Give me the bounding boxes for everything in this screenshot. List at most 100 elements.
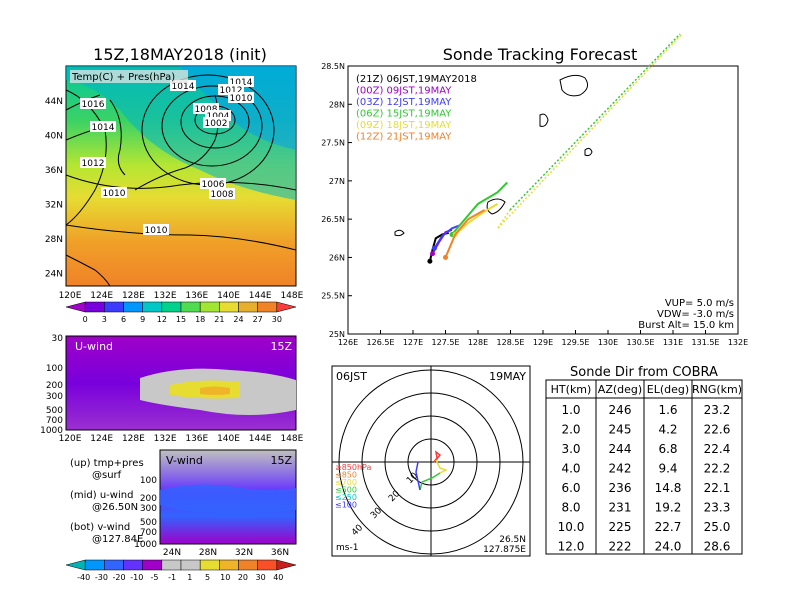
chart-x-tick: 129.5E [562,338,590,347]
map-lon-tick: 136E [185,291,208,301]
polar-unit: ms-1 [336,543,358,553]
svg-text:1010: 1010 [145,226,168,236]
map-lon-tick: 124E [90,291,113,301]
chart-x-tick: 129E [533,338,553,347]
hodo-segment-mid [435,459,448,474]
wind-colorbar-cell [276,559,297,571]
map-lat-tick: 44N [45,97,63,107]
chart-x-tick: 130E [598,338,618,347]
isobar-label: 1012 [80,157,106,169]
table-cell: 25.0 [704,520,731,534]
table-cell: 22.1 [704,481,731,495]
chart-y-tick: 28.5N [321,62,345,71]
chart-x-tick: 126E [338,338,358,347]
level-legend-entry: ≤500 [335,486,357,495]
polar-time: 06JST [336,370,367,383]
chart-y-ticks: 28.5N 28N 27.5N 27N 26.5N 26N 25.5N 25N [321,62,352,339]
uwind-label: U-wind [75,340,113,353]
uwind-x-tick: 148E [280,434,303,444]
hodo-segment-top [415,461,421,491]
polar-lat: 26.5N [499,535,526,545]
hodo-segment-low [433,450,442,463]
table-cell: 231 [609,501,632,515]
table-cell: 6.8 [658,442,677,456]
param-burst: Burst Alt= 15.0 km [638,320,734,331]
table-header: HT(km) [551,383,592,396]
colorbar-tick: 9 [140,315,145,324]
colorbar-cell [142,301,163,313]
colorbar-cell [257,301,278,313]
table-cell: 244 [609,442,632,456]
vwind-negative-region [160,484,296,514]
uwind-y-tick: 200 [46,381,63,391]
uwind-core [200,386,230,395]
note-mid-level: @26.50N [92,502,138,513]
chart-y-tick: 27N [329,177,345,186]
table-cells: HT(km) AZ(deg) EL(deg) RNG(km) 1.0 246 1.6 23.2… [551,383,742,554]
track-line [451,181,508,236]
track-line [433,224,461,249]
track-line [454,202,499,236]
table-cell: 24.0 [655,540,682,554]
level-legend-entry: ≤250 [335,493,357,502]
wind-colorbar: -40 -30 -20 -10 -5 -1 1 5 10 20 30 40 [65,559,297,582]
sonde-tracking-chart: Sonde Tracking Forecast 126E 126.5E 127E 12… [321,33,748,347]
wind-colorbar-tick: -5 [150,573,158,582]
table-cell: 28.6 [704,540,731,554]
vwind-time: 15Z [270,454,292,467]
colorbar-cell [276,301,297,313]
uwind-x-tick: 120E [59,434,82,444]
chart-x-tick: 127E [403,338,423,347]
svg-text:1008: 1008 [211,190,234,200]
wind-colorbar-tick: 1 [187,573,192,582]
legend-entry: (00Z) 09JST,19MAY [356,86,452,97]
chart-x-tick: 130.5E [627,338,655,347]
colorbar-tick: 15 [176,315,186,324]
korea-coast [109,99,126,176]
svg-text:1016: 1016 [82,100,105,110]
svg-text:1014: 1014 [92,123,115,133]
legend-entry: (06Z) 15JST,19MAY [356,109,452,120]
map-lon-tick: 128E [122,291,145,301]
hodo-segment-upper [419,472,441,491]
chart-y-tick: 28N [329,100,345,109]
colorbar-cell [180,301,201,313]
legend-entry: (09Z) 18JST,19MAY [356,120,452,131]
uwind-y-tick: 700 [46,416,63,426]
chart-x-tick: 128.5E [497,338,525,347]
map-lon-tick: 148E [280,291,303,301]
chart-legend: (21Z) 06JST,19MAY2018(00Z) 09JST,19MAY(0… [356,74,477,143]
vwind-y-tick: 100 [140,476,157,486]
polar-lon: 127.875E [483,545,526,555]
table-cell: 22.7 [655,520,682,534]
uwind-x-tick: 140E [217,434,240,444]
table-cell: 3.0 [561,442,580,456]
polar-wind-panel: 10 20 30 40 06JST 19MAY ≥850hPa≤850≤700≤… [331,365,531,557]
chart-y-tick: 26N [329,253,345,262]
chart-y-tick: 26.5N [321,215,345,224]
uwind-y-tick: 300 [46,392,63,402]
legend-entry: (21Z) 06JST,19MAY2018 [356,74,477,85]
table-cell: 19.2 [655,501,682,515]
colorbar-tick: 12 [157,315,167,324]
legend-entry: (03Z) 12JST,19MAY [356,97,452,108]
chart-x-tick: 132E [728,338,748,347]
colorbar-tick: 3 [102,315,107,324]
sonde-direction-table: Sonde Dir from COBRA HT(km) AZ(deg) EL(deg… [545,365,743,555]
svg-text:1014: 1014 [172,82,195,92]
colorbar-cell [65,301,86,313]
isobars [65,74,297,251]
colorbar-cell [238,301,258,313]
note-up-level: @surf [92,470,122,481]
table-header: EL(deg) [647,383,689,396]
isobar-label: 1014 [90,121,116,133]
table-title: Sonde Dir from COBRA [570,365,718,380]
uwind-y-tick: 100 [46,364,63,374]
uwind-x-tick: 132E [154,434,177,444]
chart-x-tick: 128E [468,338,488,347]
uwind-x-tick: 136E [185,434,208,444]
